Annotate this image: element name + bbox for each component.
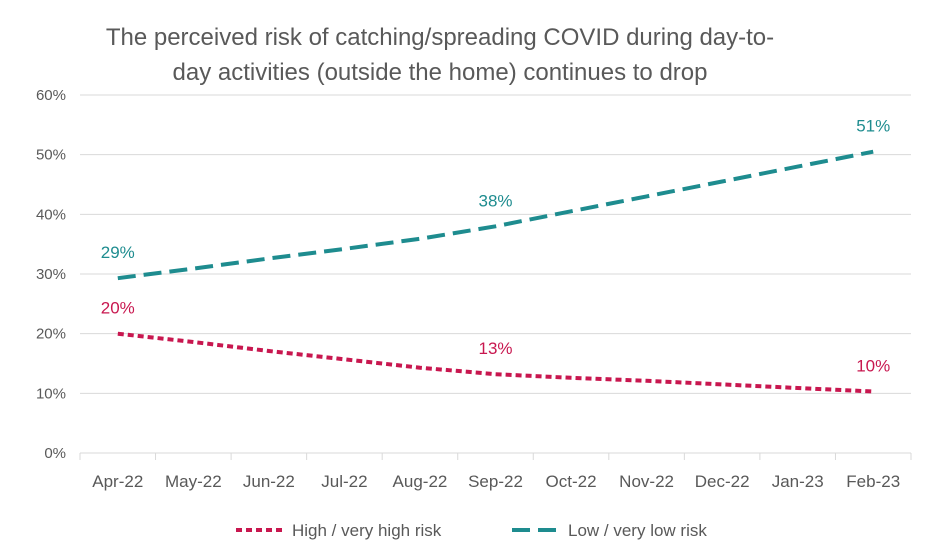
y-tick-label: 40% — [36, 206, 66, 223]
y-tick-label: 30% — [36, 266, 66, 283]
data-label: 13% — [478, 339, 512, 358]
x-tick-label: May-22 — [165, 472, 222, 491]
legend-label: High / very high risk — [292, 521, 442, 540]
y-tick-label: 50% — [36, 147, 66, 164]
x-tick-label: Sep-22 — [468, 472, 523, 491]
x-tick-label: Nov-22 — [619, 472, 674, 491]
y-tick-label: 10% — [36, 385, 66, 402]
y-tick-label: 20% — [36, 326, 66, 343]
legend: High / very high risk Low / very low risk — [236, 521, 707, 540]
x-tick-label: Feb-23 — [846, 472, 900, 491]
chart-title: The perceived risk of catching/spreading… — [106, 24, 774, 86]
gridlines — [80, 94, 911, 454]
y-tick-label: 0% — [44, 445, 66, 462]
x-tick-label: Oct-22 — [546, 472, 597, 491]
x-tick-label: Aug-22 — [393, 472, 448, 491]
data-label: 29% — [101, 243, 135, 262]
chart-title-line-2: day activities (outside the home) contin… — [173, 59, 708, 86]
x-tick-label: Apr-22 — [92, 472, 143, 491]
data-label: 38% — [478, 191, 512, 210]
y-tick-label: 60% — [36, 87, 66, 104]
x-tick-label: Jun-22 — [243, 472, 295, 491]
y-axis-ticks: 0% 10% 20% 30% 40% 50% 60% — [36, 87, 66, 462]
x-axis-ticks: Apr-22 May-22 Jun-22 Jul-22 Aug-22 Sep-22 Oct-… — [79, 453, 912, 491]
x-tick-label: Dec-22 — [695, 472, 750, 491]
x-tick-label: Jan-23 — [772, 472, 824, 491]
data-label: 51% — [856, 117, 890, 136]
chart-title-line-1: The perceived risk of catching/spreading… — [106, 24, 774, 51]
series-line — [117, 149, 874, 281]
data-labels: 20% 13% 10% 29% 38% 51% — [101, 117, 890, 376]
x-tick-label: Jul-22 — [321, 472, 367, 491]
legend-label: Low / very low risk — [568, 521, 707, 540]
data-label: 20% — [101, 299, 135, 318]
series-lines — [117, 149, 874, 394]
data-label: 10% — [856, 357, 890, 376]
series-line — [117, 331, 874, 394]
